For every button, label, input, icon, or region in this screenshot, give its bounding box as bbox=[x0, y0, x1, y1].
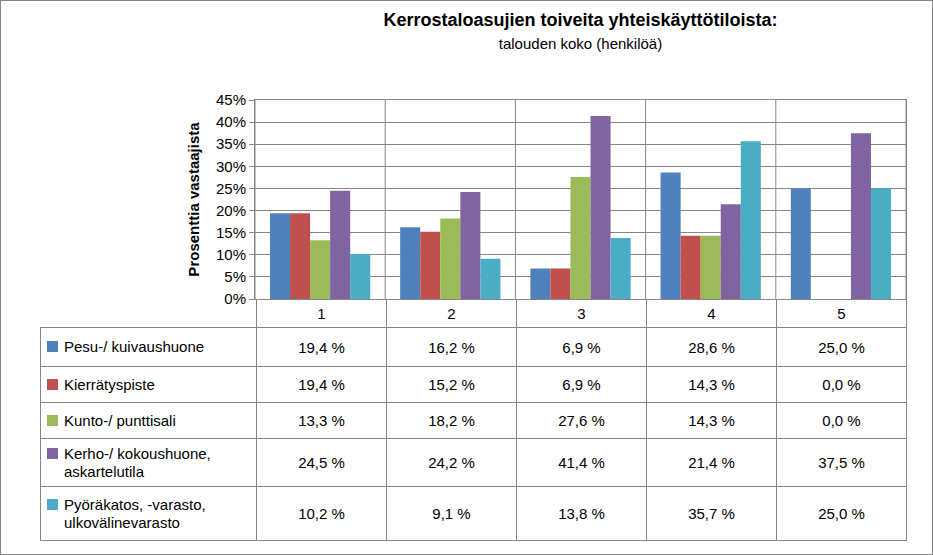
html-text:24,5 %: 24,5 % bbox=[298, 454, 345, 471]
html-text:18,2 %: 18,2 % bbox=[428, 412, 475, 429]
svg-text:Prosenttia vastaajista: Prosenttia vastaajista bbox=[185, 122, 202, 277]
svg-text:Kerrostaloasujien toiveita yht: Kerrostaloasujien toiveita yhteiskäyttöt… bbox=[383, 10, 777, 52]
html-text:13,3 %: 13,3 % bbox=[298, 412, 345, 429]
html-text:2: 2 bbox=[447, 305, 456, 322]
html-text:25,0 %: 25,0 % bbox=[818, 505, 865, 522]
html-text:4: 4 bbox=[707, 305, 716, 322]
html-text:28,6 %: 28,6 % bbox=[688, 338, 735, 356]
html-text:25,0 %: 25,0 % bbox=[818, 338, 865, 356]
svg-text:0%: 0% bbox=[224, 290, 246, 308]
html-text:19,4 %: 19,4 % bbox=[298, 376, 345, 393]
html-text:1: 1 bbox=[317, 305, 326, 322]
svg-text:30%: 30% bbox=[216, 158, 246, 175]
html-text:0,0 %: 0,0 % bbox=[822, 412, 861, 429]
html-text:9,1 %: 9,1 % bbox=[432, 505, 471, 522]
html-text:14,3 %: 14,3 % bbox=[688, 376, 735, 393]
html-text:6,9 %: 6,9 % bbox=[562, 338, 601, 356]
html-text:Kerho-/ kokoushuone, askartelu: Kerho-/ kokoushuone, askartelutila bbox=[64, 444, 211, 480]
html-text:Pesu-/ kuivaushuone: Pesu-/ kuivaushuone bbox=[64, 338, 205, 355]
html-text:14,3 %: 14,3 % bbox=[688, 412, 735, 429]
html-text:Kierrätyspiste: Kierrätyspiste bbox=[64, 375, 155, 393]
html-text:0,0 %: 0,0 % bbox=[822, 376, 861, 393]
html-text:37,5 %: 37,5 % bbox=[818, 454, 865, 471]
svg-text:10%: 10% bbox=[216, 246, 246, 263]
html-text:15,2 %: 15,2 % bbox=[428, 376, 475, 393]
html-text:6,9 %: 6,9 % bbox=[562, 376, 601, 393]
html-text:5: 5 bbox=[837, 305, 846, 322]
svg-text:15%: 15% bbox=[216, 224, 246, 241]
html-text:Pyöräkatos, -varasto, ulkoväli: Pyöräkatos, -varasto, ulkovälinevarasto bbox=[64, 495, 206, 531]
html-text:35,7 %: 35,7 % bbox=[688, 505, 735, 522]
svg-text:5%: 5% bbox=[224, 268, 246, 285]
svg-text:40%: 40% bbox=[216, 113, 246, 130]
html-text:19,4 %: 19,4 % bbox=[298, 338, 345, 356]
html-text:3: 3 bbox=[577, 305, 586, 322]
svg-text:20%: 20% bbox=[216, 202, 246, 219]
html-text:16,2 %: 16,2 % bbox=[428, 338, 475, 356]
html-text:10,2 %: 10,2 % bbox=[298, 505, 345, 522]
svg-text:45%: 45% bbox=[216, 91, 246, 108]
html-text:21,4 %: 21,4 % bbox=[688, 454, 735, 471]
html-text:24,2 %: 24,2 % bbox=[428, 454, 475, 471]
html-text:Kunto-/ punttisali: Kunto-/ punttisali bbox=[64, 411, 176, 429]
svg-text:25%: 25% bbox=[216, 180, 246, 197]
html-text:41,4 %: 41,4 % bbox=[558, 454, 605, 471]
html-text:27,6 %: 27,6 % bbox=[558, 412, 605, 429]
html-text:13,8 %: 13,8 % bbox=[558, 505, 605, 522]
svg-text:35%: 35% bbox=[216, 135, 246, 152]
